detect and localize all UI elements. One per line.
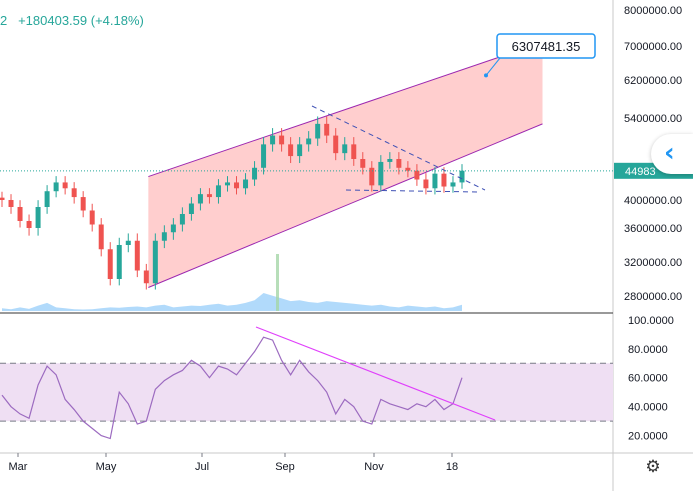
rsi-tick-label: 20.0000 xyxy=(628,431,668,443)
rsi-series-line[interactable] xyxy=(1,336,463,440)
candle[interactable] xyxy=(306,138,312,145)
candle[interactable] xyxy=(0,197,5,200)
time-tick-label: Jul xyxy=(195,461,209,473)
candle[interactable] xyxy=(116,245,122,279)
candle[interactable] xyxy=(188,203,194,215)
candle[interactable] xyxy=(378,161,384,186)
candle[interactable] xyxy=(279,135,285,145)
candle[interactable] xyxy=(234,182,240,189)
candle[interactable] xyxy=(342,144,348,154)
price-tick-label: 8000000.00 xyxy=(624,5,682,17)
scroll-to-realtime-button[interactable]: ‹ xyxy=(651,134,693,174)
candle[interactable] xyxy=(224,182,230,186)
price-change-percent: (+4.18%) xyxy=(90,13,144,28)
candle[interactable] xyxy=(143,270,149,284)
candle[interactable] xyxy=(243,179,249,189)
candle[interactable] xyxy=(288,144,294,157)
candle[interactable] xyxy=(252,167,258,180)
price-tick-label: 2800000.00 xyxy=(624,291,682,303)
candle[interactable] xyxy=(387,159,393,162)
time-tick-label: Mar xyxy=(9,461,28,473)
candle[interactable] xyxy=(107,249,113,279)
candle[interactable] xyxy=(441,173,447,187)
candle[interactable] xyxy=(351,144,357,159)
candle[interactable] xyxy=(98,224,104,250)
candle[interactable] xyxy=(315,123,321,139)
rsi-tick-label: 40.0000 xyxy=(628,402,668,414)
candle[interactable] xyxy=(396,159,402,168)
candle[interactable] xyxy=(26,221,32,228)
candle[interactable] xyxy=(80,197,86,211)
candle[interactable] xyxy=(134,240,140,271)
rsi-tick-label: 80.0000 xyxy=(628,344,668,356)
candle[interactable] xyxy=(414,170,420,180)
candle[interactable] xyxy=(459,170,465,183)
rsi-band xyxy=(0,363,613,422)
candle[interactable] xyxy=(161,232,167,241)
candle[interactable] xyxy=(206,194,212,198)
volume-area xyxy=(2,293,462,311)
candle[interactable] xyxy=(270,135,276,145)
price-tick-label: 7000000.00 xyxy=(624,41,682,53)
candle[interactable] xyxy=(17,207,23,221)
candle[interactable] xyxy=(369,167,375,186)
candle[interactable] xyxy=(360,159,366,168)
chevron-left-icon: ‹ xyxy=(664,138,675,168)
candle[interactable] xyxy=(125,240,131,245)
callout-connector xyxy=(485,57,501,76)
price-tick-label: 3600000.00 xyxy=(624,223,682,235)
current-price-label: 44983 xyxy=(625,166,656,178)
time-tick-label: Sep xyxy=(275,461,295,473)
price-tick-label: 6200000.00 xyxy=(624,75,682,87)
candle[interactable] xyxy=(170,224,176,233)
price-tick-label: 5400000.00 xyxy=(624,113,682,125)
candle[interactable] xyxy=(405,167,411,171)
candle[interactable] xyxy=(62,182,68,189)
symbol-header: 2 +180403.59 (+4.18%) xyxy=(0,13,144,28)
time-tick-label: May xyxy=(96,461,117,473)
candle[interactable] xyxy=(333,135,339,154)
candle[interactable] xyxy=(89,210,95,225)
rsi-trendline[interactable] xyxy=(255,326,496,421)
rsi-tick-label: 100.0000 xyxy=(628,315,674,327)
candle[interactable] xyxy=(324,123,330,136)
gear-icon[interactable]: ⚙ xyxy=(645,457,661,477)
candle[interactable] xyxy=(71,188,77,198)
candle[interactable] xyxy=(179,214,185,225)
candle[interactable] xyxy=(44,191,50,207)
symbol-suffix: 2 xyxy=(0,13,8,28)
price-tick-label: 3200000.00 xyxy=(624,257,682,269)
callout-box[interactable] xyxy=(496,33,596,59)
candle[interactable] xyxy=(152,240,158,284)
price-tick-label: 4000000.00 xyxy=(624,195,682,207)
candle[interactable] xyxy=(432,173,438,189)
time-tick-label: Nov xyxy=(364,461,384,473)
wedge-lower-trendline[interactable] xyxy=(345,189,481,193)
candle[interactable] xyxy=(35,207,41,228)
candle[interactable] xyxy=(297,144,303,157)
candle[interactable] xyxy=(53,182,59,192)
callout-label: 6307481.35 xyxy=(512,39,581,54)
candle[interactable] xyxy=(8,200,14,207)
candle[interactable] xyxy=(197,194,203,204)
candle[interactable] xyxy=(215,185,221,198)
rsi-tick-label: 60.0000 xyxy=(628,373,668,385)
volume-spike xyxy=(276,254,279,311)
channel-fill xyxy=(148,42,543,288)
price-change: +180403.59 xyxy=(18,13,88,28)
candle[interactable] xyxy=(450,182,456,187)
channel-upper-line[interactable] xyxy=(148,41,543,178)
candle[interactable] xyxy=(423,179,429,189)
time-tick-label: 18 xyxy=(446,461,458,473)
channel-lower-line[interactable] xyxy=(148,123,543,288)
candle[interactable] xyxy=(261,144,267,168)
